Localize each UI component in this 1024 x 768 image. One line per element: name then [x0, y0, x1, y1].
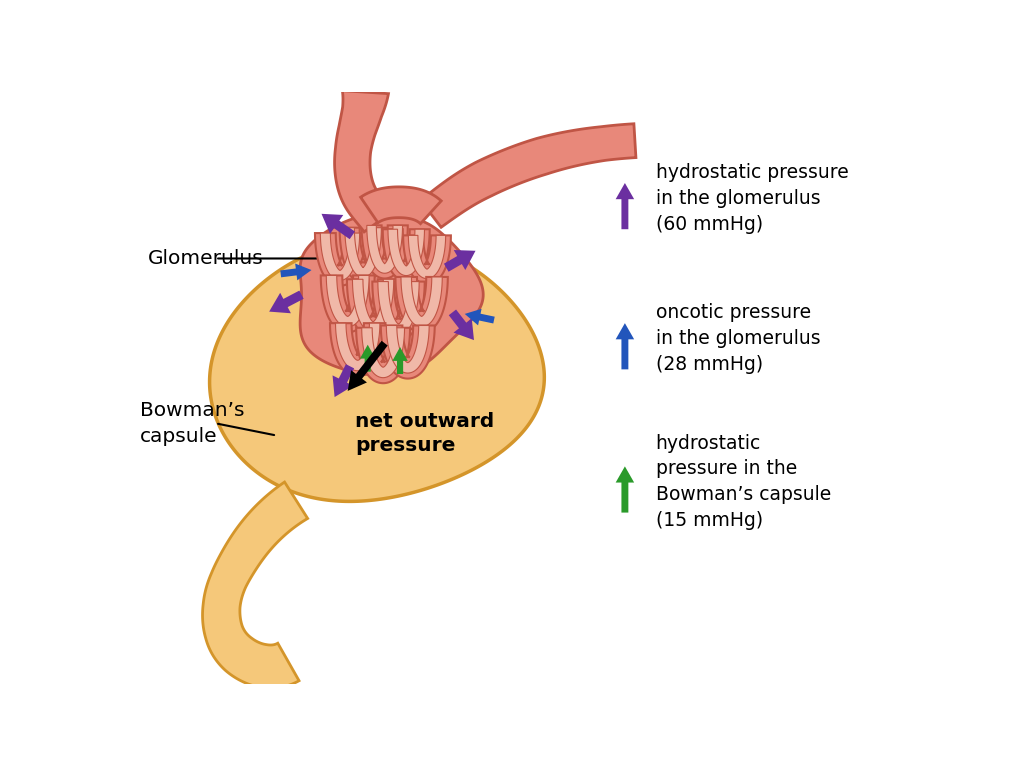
FancyArrow shape [333, 364, 354, 397]
Polygon shape [347, 280, 399, 338]
Polygon shape [401, 277, 442, 327]
Polygon shape [315, 233, 365, 286]
Polygon shape [327, 276, 369, 327]
FancyArrow shape [444, 250, 475, 272]
Polygon shape [210, 239, 545, 502]
Polygon shape [345, 227, 381, 277]
Polygon shape [421, 124, 636, 227]
FancyArrow shape [360, 345, 376, 372]
Polygon shape [395, 277, 447, 333]
Polygon shape [340, 227, 387, 283]
Text: net outward
pressure: net outward pressure [355, 412, 495, 455]
Polygon shape [386, 326, 429, 373]
Polygon shape [373, 282, 425, 340]
FancyArrow shape [269, 290, 304, 313]
Text: hydrostatic
pressure in the
Bowman’s capsule
(15 mmHg): hydrostatic pressure in the Bowman’s cap… [655, 434, 830, 530]
Polygon shape [361, 225, 408, 279]
Polygon shape [383, 229, 430, 281]
Polygon shape [336, 323, 380, 371]
Text: oncotic pressure
in the glomerulus
(28 mmHg): oncotic pressure in the glomerulus (28 m… [655, 303, 820, 374]
Polygon shape [378, 282, 419, 335]
Polygon shape [356, 328, 410, 383]
Polygon shape [388, 229, 425, 276]
FancyArrow shape [281, 263, 311, 280]
Polygon shape [335, 91, 393, 232]
Text: Glomerulus: Glomerulus [147, 249, 263, 268]
Polygon shape [403, 235, 451, 284]
FancyArrow shape [322, 214, 355, 239]
Polygon shape [321, 233, 359, 280]
Polygon shape [321, 276, 375, 333]
FancyArrow shape [465, 309, 495, 326]
FancyArrow shape [348, 341, 388, 391]
Polygon shape [361, 328, 404, 378]
FancyArrow shape [392, 347, 408, 374]
Polygon shape [330, 323, 385, 376]
FancyArrow shape [449, 310, 474, 340]
FancyArrow shape [615, 183, 634, 229]
Text: Bowman’s
capsule: Bowman’s capsule [140, 400, 245, 446]
Polygon shape [409, 235, 445, 279]
Polygon shape [360, 187, 441, 223]
Polygon shape [203, 482, 307, 688]
Polygon shape [300, 214, 483, 376]
FancyArrow shape [615, 323, 634, 369]
Polygon shape [381, 326, 435, 379]
Polygon shape [352, 280, 394, 333]
FancyArrow shape [615, 466, 634, 512]
Text: hydrostatic pressure
in the glomerulus
(60 mmHg): hydrostatic pressure in the glomerulus (… [655, 163, 849, 233]
Polygon shape [367, 225, 402, 273]
